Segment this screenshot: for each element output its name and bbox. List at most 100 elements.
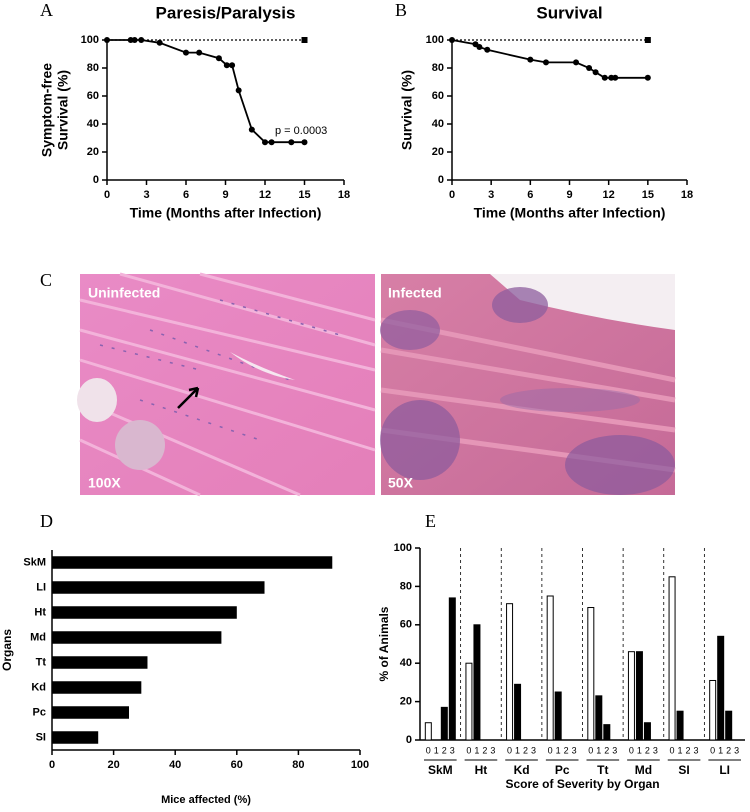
y-tick-label: 40 [400,657,412,669]
x-axis-label: Score of Severity by Organ [505,777,659,791]
y-tick-label: 20 [400,696,412,708]
score-label: 0 [466,745,471,755]
bar [473,624,481,741]
vessel [77,378,117,422]
marker [235,87,242,94]
marker [229,62,236,69]
panel-letter: B [395,0,407,20]
y-axis-label: Organs [0,629,14,671]
x-tick-label: Pc [555,763,570,777]
score-label: 2 [523,745,528,755]
bar [709,679,717,741]
bar [440,706,448,741]
y-tick-label: 20 [432,146,444,158]
x-tick-label: 40 [169,759,181,771]
bar [635,651,643,741]
marker [288,139,295,146]
bar [627,651,635,741]
x-tick-label: 6 [183,189,189,201]
y-tick-label: 80 [400,580,412,592]
bar [52,606,237,619]
y-tick-label: SkM [23,556,46,568]
histology-left: Uninfected 100X [77,272,376,497]
bar [546,595,554,741]
arrow [177,386,200,409]
x-tick-label: 6 [527,189,533,201]
score-label: 0 [426,745,431,755]
score-label: 1 [596,745,601,755]
x-tick-label: 20 [107,759,119,771]
y-tick-label: Ht [34,606,46,618]
marker [527,56,534,63]
bar [603,724,611,741]
score-label: 2 [645,745,650,755]
marker [131,37,138,43]
score-label: 0 [548,745,553,755]
x-tick-label: 3 [488,189,494,201]
bar [52,706,129,719]
score-label: 3 [450,745,455,755]
score-label: 3 [734,745,739,755]
bar [725,710,733,741]
y-tick-label: 80 [432,62,444,74]
score-label: 0 [629,745,634,755]
x-tick-label: 12 [603,189,615,201]
y-tick-label: 60 [87,90,99,102]
x-tick-label: Kd [514,763,530,777]
y-axis-label: Survival (%) [55,70,71,150]
infiltrate [492,287,548,323]
marker [183,49,189,56]
y-tick-label: 0 [406,734,412,746]
bar [52,581,265,594]
score-label: 3 [612,745,617,755]
marker [644,74,651,81]
panel-letter: A [40,0,53,20]
y-axis-label: % of Animals [377,606,391,681]
marker [612,74,619,81]
infiltrate [500,388,640,412]
series-line [107,39,305,144]
marker [476,44,483,50]
x-tick-label: 0 [49,759,55,771]
infiltrate [380,310,440,350]
x-tick-label: SkM [428,763,453,777]
x-tick-label: 80 [292,759,304,771]
marker [268,139,275,146]
y-tick-label: 100 [394,542,412,554]
y-tick-label: 60 [432,90,444,102]
y-axis-label: Symptom-free [39,63,55,157]
panel-letter: E [425,511,436,531]
marker [262,139,268,146]
x-tick-label: 15 [298,189,310,201]
x-tick-label: 18 [338,189,350,201]
score-label: 0 [670,745,675,755]
x-tick-label: 3 [143,189,149,201]
x-axis-label: Time (Months after Infection) [130,205,322,221]
y-axis-label: Survival (%) [399,70,415,150]
x-tick-label: LI [719,763,730,777]
y-tick-label: LI [36,581,46,593]
bar [52,731,99,744]
bar [52,631,222,644]
score-label: 3 [694,745,699,755]
fiber-lines [79,272,376,497]
marker [301,37,308,43]
histology-right: Infected 50X [380,274,676,495]
x-tick-label: Md [635,763,652,777]
marker [215,55,222,62]
score-label: 0 [588,745,593,755]
x-tick-label: 18 [681,189,693,201]
marker [592,69,599,76]
bar [52,656,148,669]
x-tick-label: 0 [104,189,110,201]
fiber-lines [380,317,676,473]
marker [156,39,163,46]
marker [196,49,203,56]
score-label: 2 [564,745,569,755]
x-tick-label: 9 [566,189,572,201]
score-label: 2 [686,745,691,755]
score-label: 1 [474,745,479,755]
y-tick-label: 60 [400,619,412,631]
bar [676,710,684,741]
